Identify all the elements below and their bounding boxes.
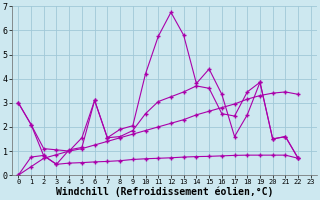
X-axis label: Windchill (Refroidissement éolien,°C): Windchill (Refroidissement éolien,°C): [56, 187, 273, 197]
